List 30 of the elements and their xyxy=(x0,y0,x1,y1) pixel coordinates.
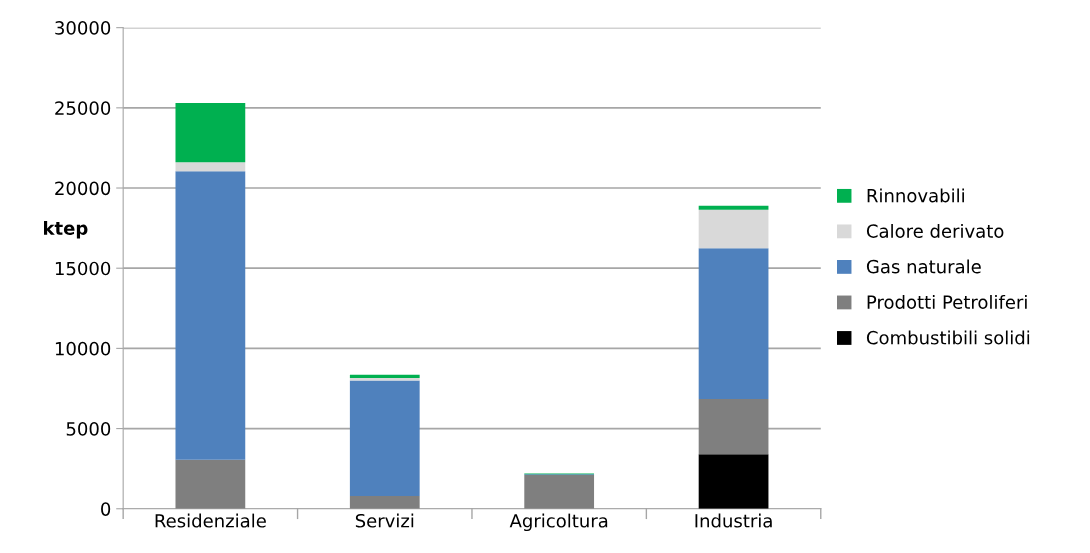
bar xyxy=(175,162,246,172)
bar xyxy=(349,374,420,379)
bar xyxy=(698,454,769,509)
y-axis-title: ktep xyxy=(44,220,88,239)
bar xyxy=(698,398,769,455)
y-tick-label: 5000 xyxy=(66,422,111,436)
y-tick-label: 0 xyxy=(101,502,111,516)
y-tick-label: 25000 xyxy=(55,101,111,115)
bar xyxy=(698,248,769,399)
y-tick-label: 10000 xyxy=(55,341,111,356)
y-tick-label: 20000 xyxy=(55,181,111,196)
bar xyxy=(349,495,420,509)
x-tick-label: Industria xyxy=(695,513,772,528)
y-tick-label: 30000 xyxy=(55,21,111,35)
x-tick-label: Servizi xyxy=(355,513,414,528)
legend-label: Gas naturale xyxy=(866,259,981,274)
legend-label: Calore derivato xyxy=(866,223,1004,238)
legend-label: Prodotti Petroliferi xyxy=(867,295,1027,309)
bar xyxy=(698,209,769,249)
bar xyxy=(524,475,595,509)
bar xyxy=(698,205,769,210)
bar xyxy=(175,171,246,460)
x-tick-label: Residenziale xyxy=(155,513,266,528)
x-tick-label: Agricoltura xyxy=(509,513,608,532)
legend-label: Combustibili solidi xyxy=(866,330,1030,345)
y-tick-label: 15000 xyxy=(55,261,111,276)
bar xyxy=(349,380,420,496)
bar xyxy=(175,103,246,163)
legend-label: Rinnovabili xyxy=(867,188,964,203)
bar xyxy=(175,459,246,509)
